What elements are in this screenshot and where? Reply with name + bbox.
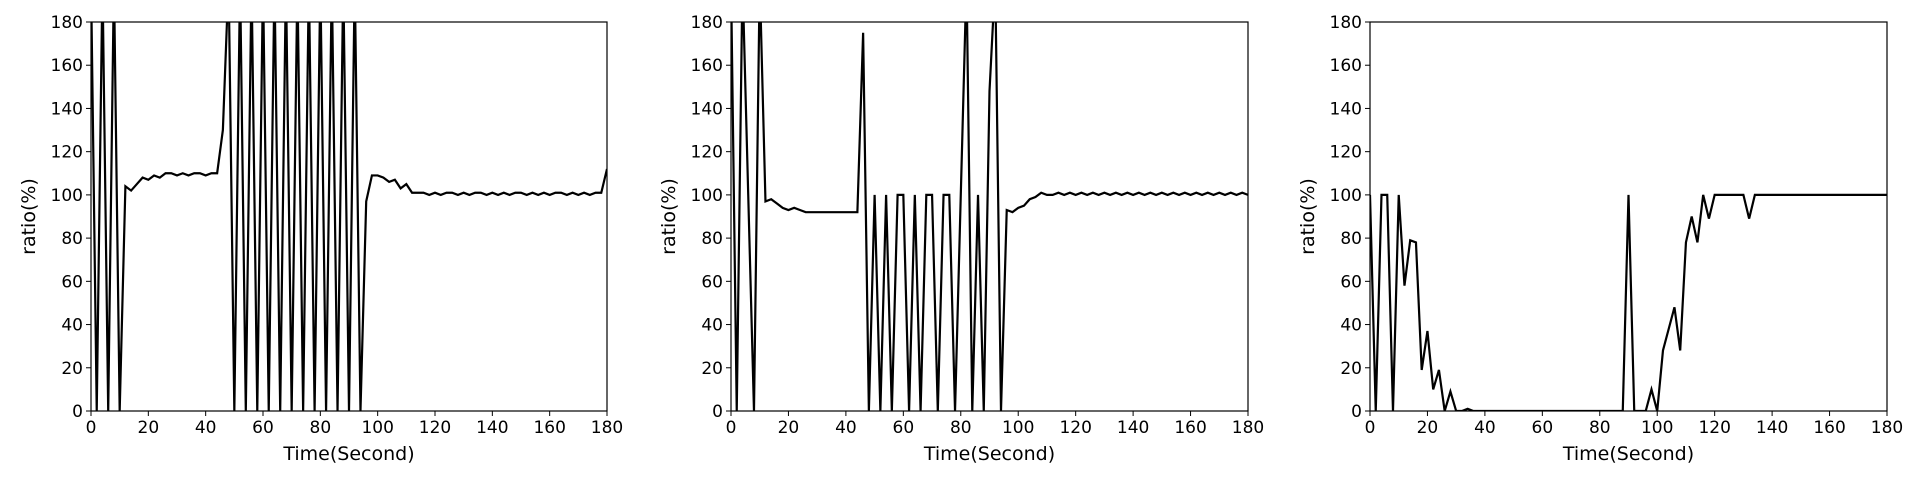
y-tick-label: 0 — [712, 402, 723, 422]
x-tick-label: 60 — [893, 418, 915, 438]
y-tick-label: 140 — [51, 99, 83, 119]
y-tick-label: 0 — [72, 402, 83, 422]
data-line — [1370, 193, 1887, 411]
y-tick-label: 40 — [61, 316, 83, 336]
y-tick-label: 160 — [691, 56, 723, 76]
y-tick-label: 140 — [1330, 99, 1362, 119]
x-tick-label: 180 — [1232, 418, 1264, 438]
subplot: 0 20 40 60 80 100 120 140 160 180 0 20 40 60 80 100 120 1… — [658, 13, 1264, 465]
x-tick-label: 120 — [1698, 418, 1730, 438]
x-axis-label: Time(Second) — [282, 443, 414, 465]
x-tick-label: 20 — [138, 418, 160, 438]
y-tick-label: 140 — [691, 99, 723, 119]
x-tick-label: 160 — [1174, 418, 1206, 438]
y-tick-label: 120 — [51, 143, 83, 163]
data-line — [731, 22, 1248, 411]
x-tick-label: 0 — [726, 418, 737, 438]
y-tick-label: 20 — [61, 359, 83, 379]
y-tick-label: 80 — [701, 229, 723, 249]
y-axis-label: ratio(%) — [658, 178, 680, 255]
subplot: 0 20 40 60 80 100 120 140 160 180 0 20 40 60 80 100 120 1… — [18, 13, 623, 465]
x-tick-label: 40 — [195, 418, 217, 438]
y-tick-label: 180 — [691, 13, 723, 33]
x-tick-label: 60 — [1532, 418, 1554, 438]
y-tick-label: 160 — [1330, 56, 1362, 76]
y-tick-label: 40 — [1340, 316, 1362, 336]
subplot: 0 20 40 60 80 100 120 140 160 180 0 20 40 60 80 100 120 1… — [1297, 13, 1903, 465]
x-tick-label: 160 — [1813, 418, 1845, 438]
plot-frame — [90, 21, 608, 412]
x-tick-label: 140 — [1756, 418, 1788, 438]
x-tick-label: 80 — [950, 418, 972, 438]
x-tick-label: 100 — [361, 418, 393, 438]
x-tick-label: 0 — [86, 418, 97, 438]
y-tick-label: 60 — [1340, 272, 1362, 292]
plot-frame — [730, 21, 1249, 412]
x-tick-label: 140 — [1117, 418, 1149, 438]
y-tick-label: 100 — [1330, 186, 1362, 206]
x-tick-label: 100 — [1641, 418, 1673, 438]
y-tick-label: 100 — [51, 186, 83, 206]
x-tick-label: 20 — [778, 418, 800, 438]
y-tick-label: 100 — [691, 186, 723, 206]
y-tick-label: 60 — [701, 272, 723, 292]
x-tick-label: 100 — [1002, 418, 1034, 438]
x-tick-label: 80 — [1589, 418, 1611, 438]
y-tick-label: 60 — [61, 272, 83, 292]
y-tick-label: 120 — [1330, 143, 1362, 163]
x-tick-label: 120 — [1059, 418, 1091, 438]
x-tick-label: 180 — [591, 418, 623, 438]
x-tick-label: 180 — [1871, 418, 1903, 438]
x-tick-label: 160 — [533, 418, 565, 438]
x-tick-label: 80 — [310, 418, 332, 438]
plot-frame — [1369, 21, 1888, 412]
y-tick-label: 180 — [1330, 13, 1362, 33]
y-tick-label: 160 — [51, 56, 83, 76]
y-tick-label: 20 — [1340, 359, 1362, 379]
y-tick-label: 40 — [701, 316, 723, 336]
x-tick-label: 120 — [419, 418, 451, 438]
x-axis-label: Time(Second) — [1562, 443, 1694, 465]
y-axis-label: ratio(%) — [1297, 178, 1319, 255]
x-tick-label: 40 — [835, 418, 857, 438]
x-axis-label: Time(Second) — [923, 443, 1055, 465]
data-line — [91, 22, 607, 411]
y-tick-label: 0 — [1351, 402, 1362, 422]
y-tick-label: 80 — [1340, 229, 1362, 249]
x-tick-label: 60 — [252, 418, 274, 438]
x-tick-label: 140 — [476, 418, 508, 438]
x-tick-label: 0 — [1365, 418, 1376, 438]
x-tick-label: 20 — [1417, 418, 1439, 438]
y-tick-label: 80 — [61, 229, 83, 249]
x-tick-label: 40 — [1474, 418, 1496, 438]
y-tick-label: 120 — [691, 143, 723, 163]
y-tick-label: 20 — [701, 359, 723, 379]
y-tick-label: 180 — [51, 13, 83, 33]
y-axis-label: ratio(%) — [18, 178, 40, 255]
